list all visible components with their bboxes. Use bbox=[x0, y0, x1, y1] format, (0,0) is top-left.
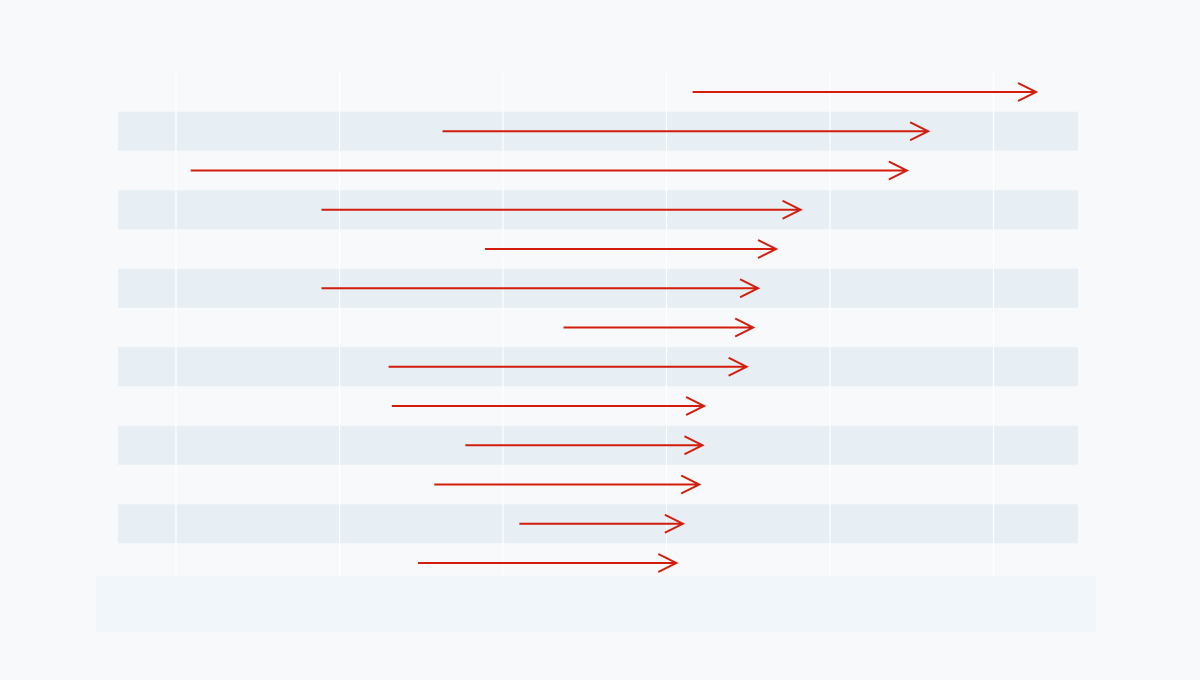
arrow-head bbox=[680, 474, 702, 495]
arrow-head bbox=[757, 239, 779, 259]
arrow bbox=[485, 239, 779, 259]
arrow-head bbox=[888, 160, 910, 181]
arrow bbox=[442, 121, 931, 142]
arrow bbox=[692, 82, 1039, 102]
arrow-head bbox=[684, 435, 705, 456]
arrow bbox=[321, 199, 803, 220]
gridlines bbox=[175, 72, 995, 578]
arrow bbox=[563, 317, 756, 338]
arrow-head bbox=[739, 278, 761, 299]
arrow bbox=[519, 513, 686, 534]
arrow-head bbox=[685, 396, 707, 416]
footer-band bbox=[96, 576, 1096, 632]
arrow-head bbox=[664, 513, 686, 534]
arrow-head bbox=[782, 199, 803, 220]
arrow-head bbox=[734, 317, 756, 338]
arrow bbox=[190, 160, 910, 181]
arrow bbox=[417, 553, 679, 573]
arrow bbox=[465, 435, 705, 456]
arrow-head bbox=[1017, 82, 1039, 102]
arrow-head bbox=[728, 356, 749, 377]
arrow bbox=[391, 396, 707, 416]
arrow-head bbox=[909, 121, 931, 142]
arrows bbox=[190, 82, 1039, 573]
arrow bbox=[321, 278, 761, 299]
arrow bbox=[434, 474, 702, 495]
arrow bbox=[388, 356, 749, 377]
arrow-head bbox=[657, 553, 679, 573]
